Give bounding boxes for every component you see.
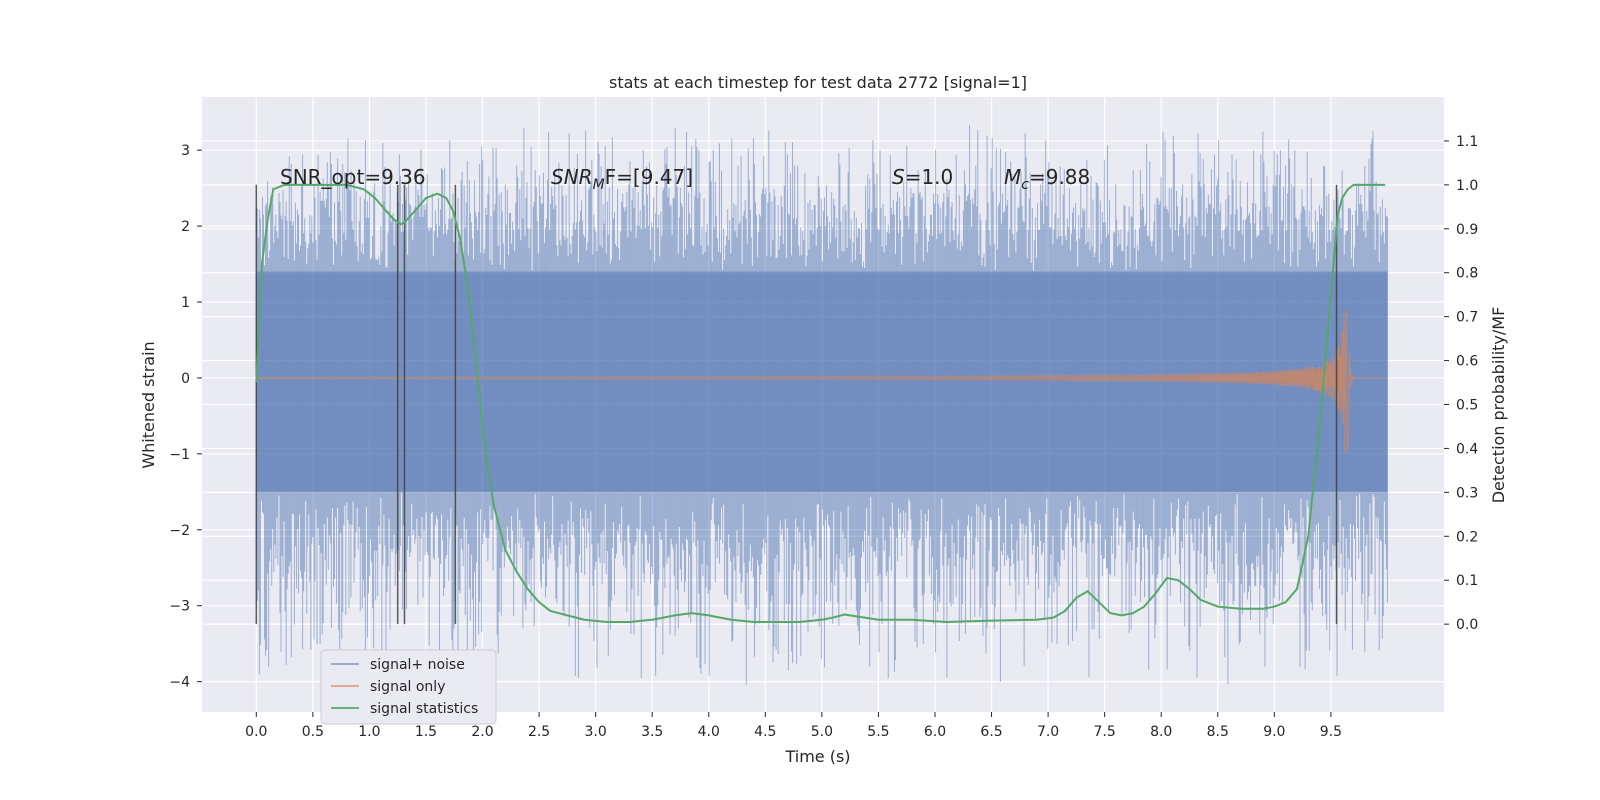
y2-tick-label: 0.4 (1456, 441, 1478, 457)
legend-box (320, 649, 497, 725)
y2-tick-label: 0.3 (1456, 485, 1478, 501)
x-tick-label: 8.5 (1207, 724, 1229, 740)
annotation-s-main: S (892, 165, 905, 189)
annotation-snr-mf-rest: F=[9.47] (605, 165, 693, 189)
annotation-snr-opt: SNR_opt=9.36 (280, 165, 426, 189)
x-tick-label: 3.5 (641, 724, 663, 740)
y-tick-label: 2 (181, 219, 190, 235)
x-tick-label: 2.5 (528, 724, 550, 740)
annotation-s-rest: =1.0 (905, 165, 954, 189)
annotation-mc-sub: c (1021, 177, 1029, 193)
x-axis-label: Time (s) (784, 747, 850, 766)
x-tick-label: 1.0 (358, 724, 380, 740)
annotation-snr-mf: SNRMF=[9.47] (551, 165, 693, 193)
x-tick-label: 2.0 (471, 724, 493, 740)
x-tick-label: 3.0 (585, 724, 607, 740)
chart-title: stats at each timestep for test data 277… (609, 73, 1027, 92)
y-axis-label: Whitened strain (139, 341, 158, 468)
x-tick-label: 0.0 (245, 724, 267, 740)
annotation-mc-main: M (1004, 165, 1021, 189)
y2-tick-label: 1.0 (1456, 178, 1478, 194)
y2-tick-label: 0.2 (1456, 529, 1478, 545)
x-tick-label: 0.5 (302, 724, 324, 740)
legend-label-signal: signal only (370, 679, 445, 695)
annotation-mc-rest: =9.88 (1029, 165, 1090, 189)
x-tick-label: 6.0 (924, 724, 946, 740)
y2-tick-label: 0.1 (1456, 573, 1478, 589)
y-tick-label: 3 (181, 143, 190, 159)
annotation-snr-mf-sub: M (593, 177, 605, 193)
y2-axis-label: Detection probability/MF (1489, 307, 1508, 504)
x-tick-label: 7.5 (1094, 724, 1116, 740)
annotation-mc: Mc=9.88 (1004, 165, 1090, 193)
y2-axis-ticks: 0.0 0.1 0.2 0.3 0.4 0.5 0.6 0.7 0.8 0.9 1.0 1.1 (1444, 134, 1478, 633)
y-tick-label: −1 (169, 447, 190, 463)
y2-tick-label: 0.5 (1456, 398, 1478, 414)
x-tick-label: 5.0 (811, 724, 833, 740)
y2-tick-label: 0.6 (1456, 354, 1478, 370)
x-tick-label: 1.5 (415, 724, 437, 740)
y2-tick-label: 0.9 (1456, 222, 1478, 238)
x-tick-label: 9.0 (1263, 724, 1285, 740)
x-tick-label: 4.5 (754, 724, 776, 740)
x-tick-label: 7.0 (1037, 724, 1059, 740)
annotations: SNR_opt=9.36 SNRMF=[9.47] S=1.0 Mc=9.88 (280, 165, 1090, 193)
x-tick-label: 9.5 (1320, 724, 1342, 740)
y2-tick-label: 0.0 (1456, 617, 1478, 633)
y2-tick-label: 1.1 (1456, 134, 1478, 150)
y-tick-label: −3 (169, 599, 190, 615)
annotation-snr-mf-main: SNR (551, 165, 593, 189)
legend-label-noise: signal+ noise (370, 657, 465, 673)
y-tick-label: −4 (169, 675, 190, 691)
y-tick-label: 0 (181, 371, 190, 387)
signal-only-line (255, 308, 1388, 454)
y2-tick-label: 0.7 (1456, 310, 1478, 326)
y-tick-label: −2 (169, 523, 190, 539)
annotation-s: S=1.0 (892, 165, 953, 189)
y-tick-label: 1 (181, 295, 190, 311)
legend: signal+ noise signal only signal statist… (320, 649, 497, 725)
x-tick-label: 5.5 (867, 724, 889, 740)
signal-statistics-line (255, 183, 1386, 623)
x-tick-label: 4.0 (698, 724, 720, 740)
vertical-markers (255, 184, 1338, 625)
x-axis-ticks: 0.0 0.5 1.0 1.5 2.0 2.5 3.0 3.5 4.0 4.5 5.0 5.5 6.0 6… (245, 712, 1342, 740)
x-tick-label: 8.0 (1150, 724, 1172, 740)
legend-label-stats: signal statistics (370, 701, 478, 717)
y-axis-ticks: −4 −3 −2 −1 0 1 2 3 (169, 143, 202, 691)
y2-tick-label: 0.8 (1456, 266, 1478, 282)
plot-series (255, 125, 1388, 685)
x-tick-label: 6.5 (980, 724, 1002, 740)
